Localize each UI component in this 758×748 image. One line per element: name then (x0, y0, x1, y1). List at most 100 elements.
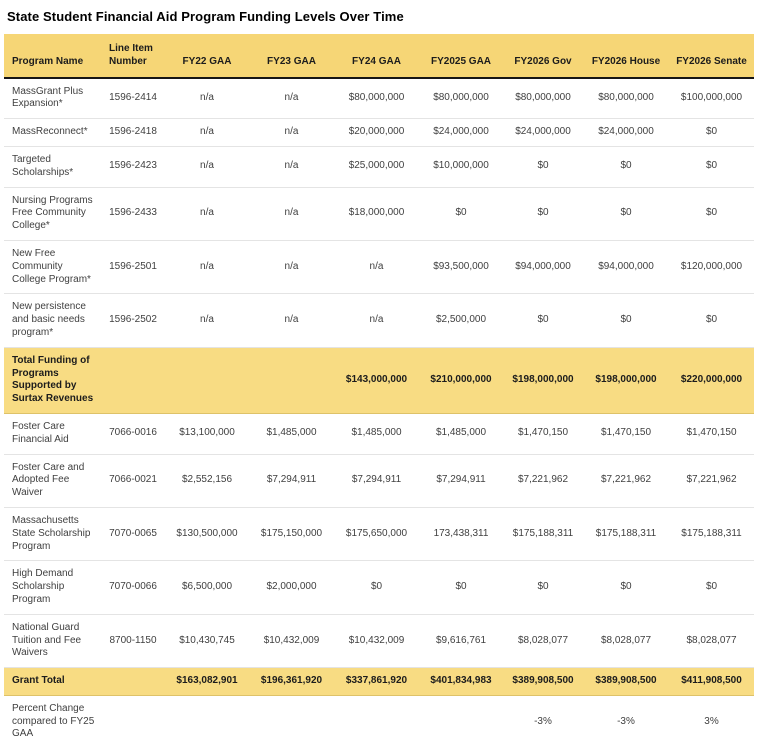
summary-row: Grant Total $163,082,901 $196,361,920 $337,… (4, 667, 754, 696)
value-cell (101, 695, 165, 748)
value-cell: $2,000,000 (249, 560, 334, 615)
value-cell: 1596-2418 (101, 118, 165, 147)
program-name-cell: Foster Care Financial Aid (4, 413, 101, 455)
value-cell: $8,028,077 (669, 614, 754, 669)
value-cell: $24,000,000 (583, 118, 669, 147)
value-cell: $163,082,901 (165, 667, 249, 696)
table-header-row: Program Name Line Item Number FY22 GAA FY23… (4, 33, 754, 79)
column-header: FY22 GAA (165, 33, 249, 79)
value-cell: $0 (669, 187, 754, 241)
value-cell: $6,500,000 (165, 560, 249, 615)
value-cell: $120,000,000 (669, 240, 754, 295)
value-cell: n/a (249, 146, 334, 188)
value-cell: 7066-0021 (101, 454, 165, 508)
value-cell: $1,485,000 (249, 413, 334, 455)
value-cell: $0 (669, 560, 754, 615)
value-cell: $8,028,077 (583, 614, 669, 669)
value-cell (101, 667, 165, 696)
value-cell: $80,000,000 (334, 77, 419, 120)
value-cell: $411,908,500 (669, 667, 754, 696)
value-cell: $0 (334, 560, 419, 615)
value-cell: $175,650,000 (334, 507, 419, 562)
program-name-cell: Foster Care and Adopted Fee Waiver (4, 454, 101, 508)
value-cell: $80,000,000 (503, 77, 583, 120)
value-cell: $175,188,311 (503, 507, 583, 562)
value-cell: $0 (583, 187, 669, 241)
value-cell: 1596-2502 (101, 293, 165, 348)
value-cell (101, 347, 165, 414)
value-cell: n/a (249, 187, 334, 241)
value-cell: $7,221,962 (669, 454, 754, 508)
value-cell: $175,188,311 (583, 507, 669, 562)
value-cell: $100,000,000 (669, 77, 754, 120)
value-cell: $0 (503, 293, 583, 348)
value-cell: n/a (165, 146, 249, 188)
value-cell: $175,188,311 (669, 507, 754, 562)
value-cell: $7,221,962 (583, 454, 669, 508)
value-cell: $94,000,000 (503, 240, 583, 295)
program-name-cell: Percent Change compared to FY25 GAA (12, 702, 95, 740)
table-row: MassReconnect* 1596-2418 n/a n/a $20,000,000… (4, 118, 754, 147)
value-cell: $0 (669, 293, 754, 348)
column-header: FY2026 House (583, 33, 669, 79)
value-cell: $1,485,000 (334, 413, 419, 455)
table-body: MassGrant Plus Expansion* 1596-2414 n/a n/a… (4, 77, 754, 748)
program-name-cell: High Demand Scholarship Program (4, 560, 101, 615)
value-cell (419, 695, 503, 748)
value-cell: $7,294,911 (249, 454, 334, 508)
value-cell: $0 (419, 187, 503, 241)
program-name-cell: New persistence and basic needs program* (4, 293, 101, 348)
value-cell: $0 (503, 560, 583, 615)
value-cell: $94,000,000 (583, 240, 669, 295)
funding-table: Program Name Line Item Number FY22 GAA FY23… (4, 33, 754, 748)
value-cell: $24,000,000 (503, 118, 583, 147)
value-cell: n/a (334, 240, 419, 295)
value-cell: $7,294,911 (419, 454, 503, 508)
column-header: Line Item Number (101, 33, 165, 79)
column-header: FY2026 Gov (503, 33, 583, 79)
value-cell: n/a (165, 118, 249, 147)
value-cell: 173,438,311 (419, 507, 503, 562)
value-cell: $13,100,000 (165, 413, 249, 455)
value-cell: $80,000,000 (419, 77, 503, 120)
value-cell: $7,294,911 (334, 454, 419, 508)
program-name-cell: MassReconnect* (4, 118, 101, 147)
value-cell: 7066-0016 (101, 413, 165, 455)
program-name-cell: Nursing Programs Free Community College* (4, 187, 101, 241)
value-cell: $198,000,000 (583, 347, 669, 414)
value-cell: $0 (503, 187, 583, 241)
value-cell: $93,500,000 (419, 240, 503, 295)
value-cell: $389,908,500 (503, 667, 583, 696)
value-cell: n/a (165, 240, 249, 295)
value-cell: 7070-0066 (101, 560, 165, 615)
value-cell: n/a (249, 118, 334, 147)
table-row: New persistence and basic needs program*… (4, 293, 754, 348)
value-cell: $1,470,150 (583, 413, 669, 455)
value-cell: $0 (583, 560, 669, 615)
value-cell (165, 347, 249, 414)
program-name-cell: New Free Community College Program* (4, 240, 101, 295)
value-cell: $24,000,000 (419, 118, 503, 147)
value-cell: $2,500,000 (419, 293, 503, 348)
table-row: Targeted Scholarships* 1596-2423 n/a n/a $25… (4, 146, 754, 188)
value-cell: 7070-0065 (101, 507, 165, 562)
table-row: New Free Community College Program* 1596-… (4, 240, 754, 295)
value-cell: $25,000,000 (334, 146, 419, 188)
value-cell: $0 (669, 118, 754, 147)
table-row: National Guard Tuition and Fee Waivers 87… (4, 614, 754, 669)
value-cell: $7,221,962 (503, 454, 583, 508)
value-cell: $1,485,000 (419, 413, 503, 455)
value-cell (334, 695, 419, 748)
value-cell: $9,616,761 (419, 614, 503, 669)
value-cell: $20,000,000 (334, 118, 419, 147)
program-name-cell: Grant Total (4, 667, 101, 696)
table-row: Foster Care Financial Aid 7066-0016 $13,10… (4, 413, 754, 455)
value-cell: n/a (165, 293, 249, 348)
value-cell: $8,028,077 (503, 614, 583, 669)
value-cell: $0 (669, 146, 754, 188)
table-row: MassGrant Plus Expansion* 1596-2414 n/a n/a… (4, 77, 754, 120)
column-header: FY24 GAA (334, 33, 419, 79)
value-cell: $0 (583, 293, 669, 348)
column-header: FY2026 Senate (669, 33, 754, 79)
